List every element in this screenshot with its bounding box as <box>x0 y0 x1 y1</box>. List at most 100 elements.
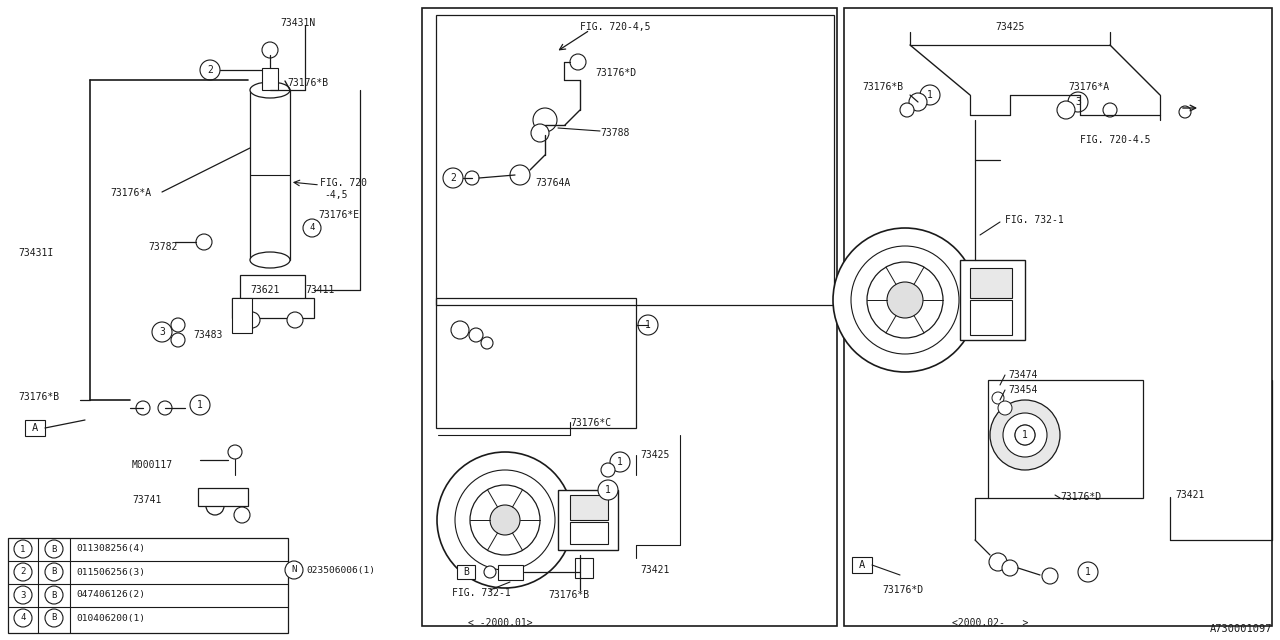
Text: 011506256(3): 011506256(3) <box>76 568 145 577</box>
Circle shape <box>14 586 32 604</box>
Circle shape <box>470 485 540 555</box>
Text: 73176*A: 73176*A <box>110 188 151 198</box>
Text: A: A <box>32 423 38 433</box>
Bar <box>262 68 278 90</box>
Text: N: N <box>292 566 297 575</box>
Bar <box>422 8 837 626</box>
Circle shape <box>152 322 172 342</box>
Bar <box>844 8 1272 626</box>
Circle shape <box>532 108 557 132</box>
Text: 73425: 73425 <box>640 450 669 460</box>
Circle shape <box>598 480 618 500</box>
Bar <box>575 558 593 578</box>
Bar <box>457 565 475 579</box>
Circle shape <box>1103 103 1117 117</box>
Bar <box>232 298 314 318</box>
Circle shape <box>992 392 1004 404</box>
Text: 3: 3 <box>20 591 26 600</box>
Circle shape <box>637 315 658 335</box>
Circle shape <box>531 124 549 142</box>
Circle shape <box>172 318 186 332</box>
Text: 73788: 73788 <box>600 128 630 138</box>
Circle shape <box>989 400 1060 470</box>
Circle shape <box>443 168 463 188</box>
Text: FIG. 720-4.5: FIG. 720-4.5 <box>1080 135 1151 145</box>
Circle shape <box>45 540 63 558</box>
Circle shape <box>196 234 212 250</box>
Text: 73431N: 73431N <box>280 18 315 28</box>
Circle shape <box>287 312 303 328</box>
Circle shape <box>136 401 150 415</box>
Circle shape <box>602 463 614 477</box>
Text: FIG. 732-1: FIG. 732-1 <box>452 588 511 598</box>
Bar <box>970 300 1012 335</box>
Text: B: B <box>463 567 468 577</box>
Text: FIG. 720: FIG. 720 <box>320 178 367 188</box>
Circle shape <box>234 507 250 523</box>
Circle shape <box>611 452 630 472</box>
Circle shape <box>900 103 914 117</box>
Circle shape <box>451 321 468 339</box>
Text: 023506006(1): 023506006(1) <box>306 566 375 575</box>
Circle shape <box>228 445 242 459</box>
Circle shape <box>244 312 260 328</box>
Bar <box>436 15 835 305</box>
Circle shape <box>909 93 927 111</box>
Bar <box>852 557 872 573</box>
Text: 73176*D: 73176*D <box>595 68 636 78</box>
Text: 73483: 73483 <box>193 330 223 340</box>
Text: FIG. 732-1: FIG. 732-1 <box>1005 215 1064 225</box>
Circle shape <box>1078 562 1098 582</box>
Circle shape <box>1057 101 1075 119</box>
Circle shape <box>1002 560 1018 576</box>
Text: 010406200(1): 010406200(1) <box>76 614 145 623</box>
Text: 73176*D: 73176*D <box>1060 492 1101 502</box>
Text: 73764A: 73764A <box>535 178 571 188</box>
Text: 73176*B: 73176*B <box>18 392 59 402</box>
Circle shape <box>481 337 493 349</box>
Text: 3: 3 <box>159 327 165 337</box>
Text: 2: 2 <box>451 173 456 183</box>
Circle shape <box>14 563 32 581</box>
Circle shape <box>833 228 977 372</box>
Bar <box>250 90 291 260</box>
Circle shape <box>989 553 1007 571</box>
Circle shape <box>1015 425 1036 445</box>
Text: 73176*D: 73176*D <box>882 585 923 595</box>
Text: 73474: 73474 <box>1009 370 1037 380</box>
Circle shape <box>189 395 210 415</box>
Text: 4: 4 <box>20 614 26 623</box>
Text: B: B <box>51 545 56 554</box>
Circle shape <box>570 54 586 70</box>
Text: A730001097: A730001097 <box>1210 624 1272 634</box>
Text: 73176*C: 73176*C <box>570 418 611 428</box>
Text: 4: 4 <box>310 223 315 232</box>
Circle shape <box>1179 106 1190 118</box>
Text: 1: 1 <box>1085 567 1091 577</box>
Circle shape <box>1068 92 1088 112</box>
Circle shape <box>157 401 172 415</box>
Circle shape <box>920 85 940 105</box>
Circle shape <box>14 609 32 627</box>
Text: 73741: 73741 <box>132 495 161 505</box>
Ellipse shape <box>250 252 291 268</box>
Text: B: B <box>51 591 56 600</box>
Circle shape <box>436 452 573 588</box>
Text: 1: 1 <box>197 400 204 410</box>
Text: B: B <box>51 568 56 577</box>
Bar <box>241 275 305 300</box>
Bar <box>988 380 1143 498</box>
Circle shape <box>172 333 186 347</box>
Circle shape <box>484 566 497 578</box>
Text: 73431I: 73431I <box>18 248 54 258</box>
Text: 1: 1 <box>605 485 611 495</box>
Text: 73454: 73454 <box>1009 385 1037 395</box>
Circle shape <box>285 561 303 579</box>
Text: 2: 2 <box>20 568 26 577</box>
Text: 73176*A: 73176*A <box>1068 82 1110 92</box>
Bar <box>570 522 608 544</box>
Circle shape <box>468 328 483 342</box>
Circle shape <box>45 609 63 627</box>
Bar <box>232 298 252 333</box>
Text: 73176*B: 73176*B <box>861 82 904 92</box>
